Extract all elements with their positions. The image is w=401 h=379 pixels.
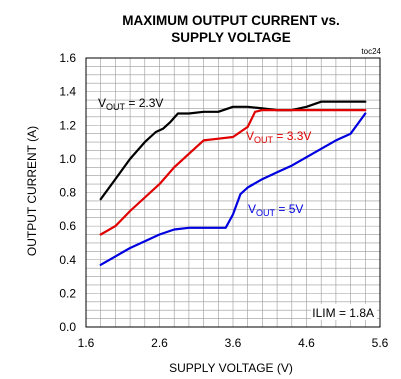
y-tick-label: 0.4 bbox=[59, 253, 76, 267]
chart-title-line2: SUPPLY VOLTAGE bbox=[171, 30, 291, 45]
x-tick-labels: 1.6 2.6 3.6 4.6 5.6 bbox=[78, 336, 389, 350]
annotation-background bbox=[311, 304, 377, 320]
series-label-vout-5v: VOUT = 5V bbox=[248, 202, 303, 218]
y-tick-label: 1.2 bbox=[59, 118, 76, 132]
x-axis-label: SUPPLY VOLTAGE (V) bbox=[169, 361, 293, 375]
series-label-vout-2v3: VOUT = 2.3V bbox=[98, 96, 163, 112]
y-tick-label: 0.6 bbox=[59, 219, 76, 233]
y-tick-label: 1.6 bbox=[59, 51, 76, 65]
series-line-vout-3v3 bbox=[99, 108, 367, 236]
series-label-vout-3v3: VOUT = 3.3V bbox=[246, 129, 311, 145]
x-tick-label: 3.6 bbox=[225, 336, 242, 350]
x-tick-label: 5.6 bbox=[372, 336, 389, 350]
x-tick-label: 4.6 bbox=[298, 336, 315, 350]
series-line-vout-5v bbox=[99, 112, 367, 266]
ilim-annotation: ILIM = 1.8A bbox=[312, 306, 374, 320]
y-axis-label: OUTPUT CURRENT (A) bbox=[25, 126, 39, 256]
y-tick-label: 0.0 bbox=[59, 320, 76, 334]
y-tick-label: 1.4 bbox=[59, 85, 76, 99]
y-tick-label: 0.2 bbox=[59, 286, 76, 300]
y-tick-label: 1.0 bbox=[59, 152, 76, 166]
x-tick-label: 2.6 bbox=[151, 336, 168, 350]
chart-title-line1: MAXIMUM OUTPUT CURRENT vs. bbox=[122, 13, 340, 28]
series-line-vout-2v3 bbox=[99, 100, 367, 201]
y-tick-labels: 0.0 0.2 0.4 0.6 0.8 1.0 1.2 1.4 1.6 bbox=[59, 51, 76, 334]
x-tick-label: 1.6 bbox=[78, 336, 95, 350]
plot-frame bbox=[85, 57, 381, 328]
figure-id: toc24 bbox=[361, 47, 381, 56]
y-tick-label: 0.8 bbox=[59, 186, 76, 200]
series-lines bbox=[99, 100, 367, 266]
grid bbox=[86, 58, 380, 327]
